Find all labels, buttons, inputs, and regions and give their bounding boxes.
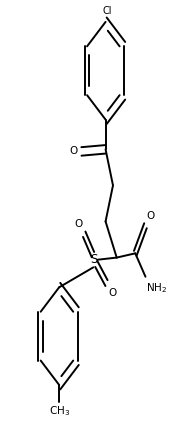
- Text: NH$_2$: NH$_2$: [146, 281, 168, 295]
- Text: S: S: [91, 253, 98, 266]
- Text: CH$_3$: CH$_3$: [49, 404, 70, 418]
- Text: O: O: [146, 211, 155, 222]
- Text: O: O: [74, 219, 82, 229]
- Text: O: O: [108, 288, 116, 298]
- Text: O: O: [70, 147, 78, 156]
- Text: Cl: Cl: [103, 6, 112, 16]
